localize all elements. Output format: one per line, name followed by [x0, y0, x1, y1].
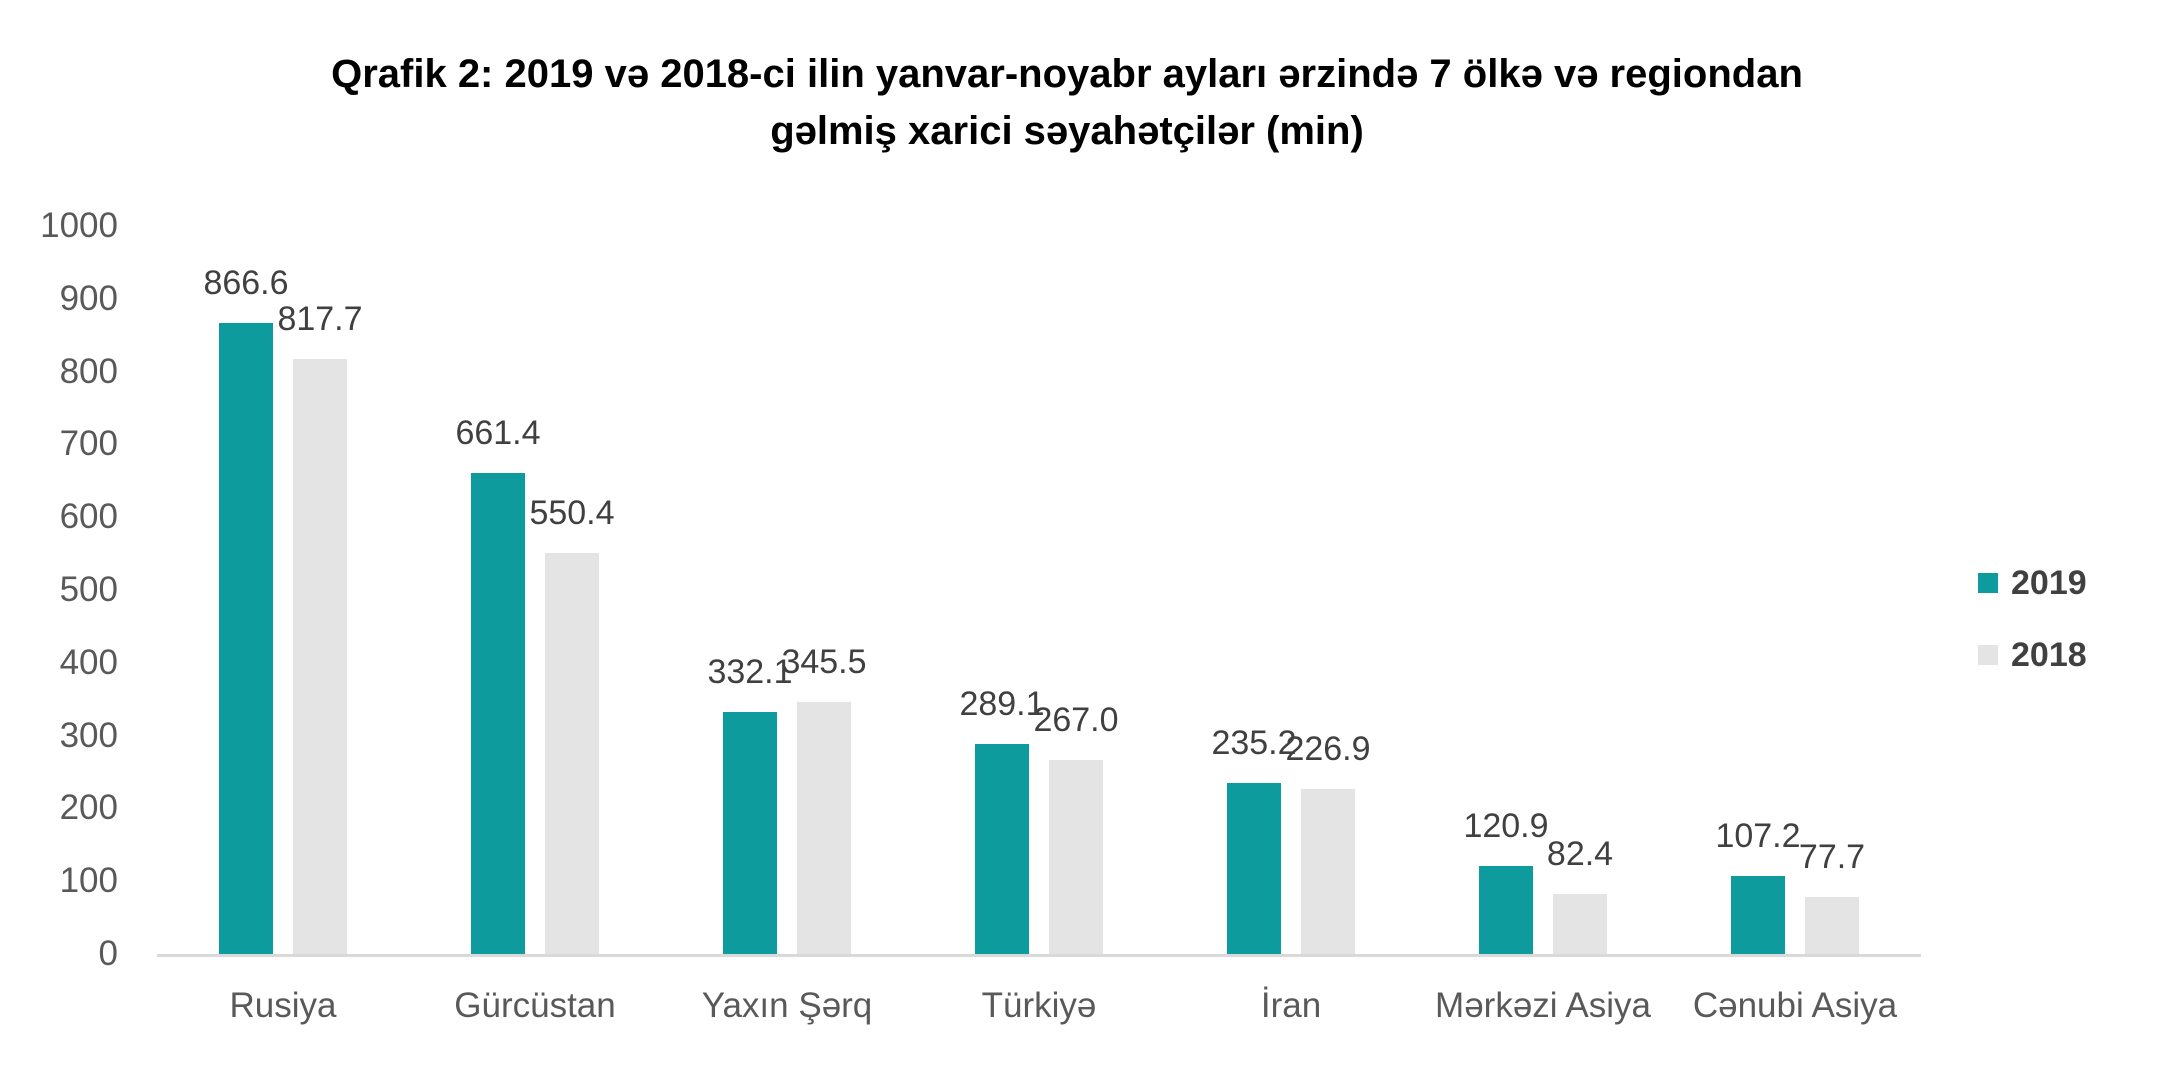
value-label-2019-cənubi-asiya: 107.2 [1715, 817, 1801, 855]
y-axis-tick-label-400: 400 [59, 643, 118, 682]
bar-2018-rusiya [293, 359, 347, 954]
legend-label-2018: 2018 [2011, 635, 2087, 674]
x-axis-label-i̇ran: İran [1260, 986, 1322, 1025]
bar-2019-yaxın-şərq [723, 712, 777, 954]
y-axis-tick-label-700: 700 [59, 424, 118, 463]
y-axis-tick-label-500: 500 [59, 570, 118, 609]
x-axis-label-türkiyə: Türkiyə [981, 986, 1097, 1025]
bar-2019-mərkəzi-asiya [1479, 866, 1533, 954]
value-label-2018-i̇ran: 226.9 [1285, 730, 1371, 768]
value-label-2018-türkiyə: 267.0 [1033, 701, 1119, 739]
value-label-2018-yaxın-şərq: 345.5 [781, 643, 867, 681]
x-axis-label-cənubi-asiya: Cənubi Asiya [1692, 986, 1898, 1025]
legend-item-2019: 2019 [1978, 562, 2087, 604]
x-axis-label-rusiya: Rusiya [229, 986, 337, 1025]
bar-2018-i̇ran [1301, 789, 1355, 954]
bar-2018-cənubi-asiya [1805, 897, 1859, 954]
value-label-2019-mərkəzi-asiya: 120.9 [1463, 807, 1549, 845]
value-label-2018-gürcüstan: 550.4 [529, 494, 615, 532]
y-axis-tick-label-600: 600 [59, 497, 118, 536]
chart-title-line1: Qrafik 2: 2019 və 2018-ci ilin yanvar-no… [331, 52, 1803, 96]
y-axis-tick-label-900: 900 [59, 279, 118, 318]
legend-item-2018: 2018 [1978, 634, 2087, 676]
bar-2019-türkiyə [975, 744, 1029, 954]
y-axis-tick-label-0: 0 [98, 934, 118, 973]
value-label-2018-cənubi-asiya: 77.7 [1798, 838, 1866, 876]
value-label-2019-türkiyə: 289.1 [959, 685, 1045, 723]
x-axis-line [157, 954, 1921, 957]
value-label-2018-rusiya: 817.7 [277, 300, 363, 338]
bar-2018-yaxın-şərq [797, 702, 851, 954]
legend: 2019 2018 [1978, 562, 2087, 706]
chart-title-line2: gəlmiş xarici səyahətçilər (min) [770, 108, 1364, 153]
bar-2019-cənubi-asiya [1731, 876, 1785, 954]
legend-label-2019: 2019 [2011, 563, 2087, 602]
bar-2018-gürcüstan [545, 553, 599, 954]
bar-2019-i̇ran [1227, 783, 1281, 954]
y-axis-tick-label-1000: 1000 [40, 206, 118, 245]
x-axis-label-yaxın-şərq: Yaxın Şərq [701, 986, 873, 1025]
bar-2018-mərkəzi-asiya [1553, 894, 1607, 954]
legend-swatch-2019-icon [1978, 573, 1998, 593]
value-label-2019-i̇ran: 235.2 [1211, 724, 1297, 762]
y-axis-tick-label-300: 300 [59, 716, 118, 755]
bar-2019-gürcüstan [471, 473, 525, 954]
x-axis-label-gürcüstan: Gürcüstan [454, 986, 616, 1025]
chart-title: Qrafik 2: 2019 və 2018-ci ilin yanvar-no… [107, 46, 2027, 160]
y-axis-tick-label-800: 800 [59, 352, 118, 391]
value-label-2019-yaxın-şərq: 332.1 [707, 653, 793, 691]
bar-2019-rusiya [219, 323, 273, 954]
x-axis-label-mərkəzi-asiya: Mərkəzi Asiya [1435, 986, 1651, 1025]
value-label-2019-gürcüstan: 661.4 [455, 414, 541, 452]
y-axis-tick-label-100: 100 [59, 861, 118, 900]
y-axis-tick-label-200: 200 [59, 788, 118, 827]
legend-swatch-2018-icon [1978, 645, 1998, 665]
bar-2018-türkiyə [1049, 760, 1103, 954]
value-label-2018-mərkəzi-asiya: 82.4 [1546, 835, 1614, 873]
value-label-2019-rusiya: 866.6 [203, 264, 289, 302]
